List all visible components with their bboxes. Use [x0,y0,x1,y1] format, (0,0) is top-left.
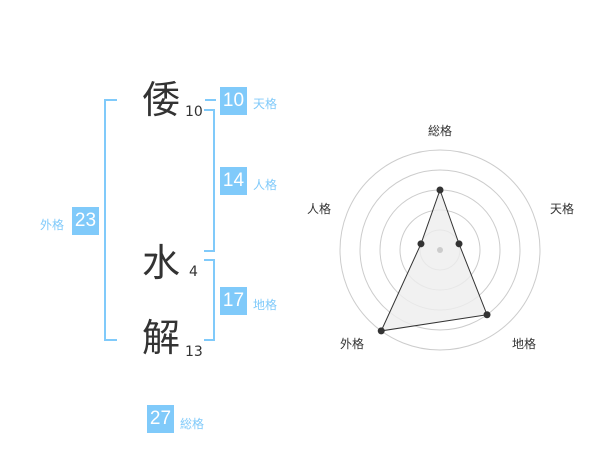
radar-ring [359,169,521,331]
radar-point [377,327,385,335]
gaikaku-label: 外格 [40,218,65,232]
radar-area [380,188,488,332]
radar-point [483,311,491,319]
radar-point [455,240,463,248]
radar-label-gaikaku: 外格 [340,337,365,351]
character-1-strokes: 10 [185,104,203,120]
radar-label-chikaku: 地格 [512,337,537,351]
tenkaku-label: 天格 [253,97,278,111]
gaikaku-bracket [104,99,117,341]
character-2: 水 [142,241,181,285]
tenkaku-value: 10 [220,87,247,115]
jinkaku-bracket [204,109,215,252]
radar-label-soukaku: 総格 [428,124,453,138]
chikaku-bracket [204,259,215,341]
radar-ring [339,149,541,351]
character-3-strokes: 13 [185,344,203,360]
chikaku-label: 地格 [253,298,278,312]
soukaku-label: 総格 [180,417,205,431]
radar-label-jinkaku: 人格 [307,202,332,216]
radar-center [437,247,443,253]
radar-label-tenkaku: 天格 [550,202,575,216]
character-2-strokes: 4 [189,264,198,280]
gaikaku-value: 23 [72,207,99,235]
tenkaku-connector [205,99,216,101]
chikaku-value: 17 [220,287,247,315]
jinkaku-label: 人格 [253,178,278,192]
radar-point [436,186,444,194]
radar-point [417,240,425,248]
jinkaku-value: 14 [220,167,247,195]
character-3: 解 [142,316,181,360]
soukaku-value: 27 [147,405,174,433]
character-1: 倭 [142,78,181,122]
